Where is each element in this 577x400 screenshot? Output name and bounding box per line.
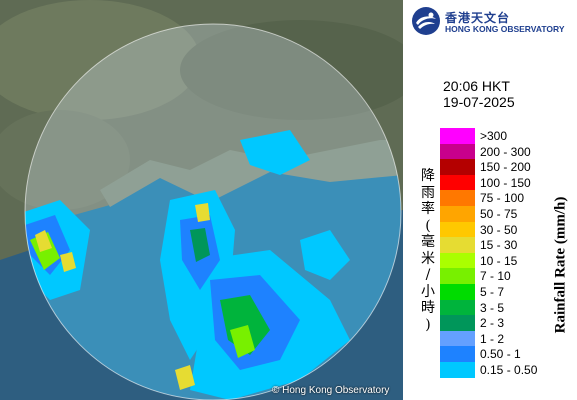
- legend-label: 0.15 - 0.50: [480, 362, 538, 377]
- legend-title-zh-char: 小: [421, 283, 435, 300]
- legend-row: 3 - 5: [440, 299, 577, 316]
- legend-label: 1 - 2: [480, 331, 505, 346]
- legend-row: 75 - 100: [440, 190, 577, 206]
- legend-row: 0.15 - 0.50: [440, 361, 577, 378]
- land-terrain: [180, 20, 403, 120]
- rain-echo-light: [240, 130, 310, 175]
- legend-title-zh-char: (: [425, 217, 431, 234]
- rain-echo-green: [230, 325, 255, 358]
- hko-emblem-icon: [412, 7, 440, 35]
- observation-time: 20:06 HKT: [443, 78, 510, 94]
- radar-range-ring: [24, 23, 402, 400]
- legend-label: 10 - 15: [480, 253, 518, 268]
- legend-swatch: [440, 268, 475, 284]
- rain-echo-yellow: [175, 365, 195, 390]
- legend-label: 2 - 3: [480, 316, 505, 331]
- legend-swatch: [440, 361, 475, 378]
- legend-row: 5 - 7: [440, 283, 577, 300]
- hko-logo: 香港天文台 HONG KONG OBSERVATORY: [411, 6, 575, 36]
- legend-label: 75 - 100: [480, 191, 525, 206]
- legend-swatch: [440, 315, 475, 331]
- legend-swatch: [440, 237, 475, 253]
- radar-inner: [25, 130, 401, 400]
- legend-swatch: [440, 143, 475, 160]
- legend-swatch: [440, 221, 475, 238]
- land-terrain: [0, 0, 200, 120]
- legend-row: 0.50 - 1: [440, 346, 577, 362]
- legend-label: 150 - 200: [480, 160, 531, 175]
- legend-title-zh-char: 米: [421, 250, 435, 267]
- legend-row: 7 - 10: [440, 268, 577, 284]
- legend-row: 100 - 150: [440, 174, 577, 191]
- legend-label: >300: [480, 129, 508, 143]
- legend-title-zh-char: 率: [421, 201, 435, 217]
- legend-label: 200 - 300: [480, 144, 531, 159]
- legend-title-zh-char: 時: [421, 300, 435, 316]
- legend-swatch: [440, 283, 475, 300]
- radar-map-canvas: [0, 0, 403, 400]
- legend-row: 2 - 3: [440, 315, 577, 331]
- legend-swatch: [440, 159, 475, 175]
- rain-echo-yellow: [195, 203, 210, 222]
- rain-echo-yellow: [35, 230, 52, 252]
- legend-label: 3 - 5: [480, 300, 505, 315]
- legend-swatch: [440, 205, 475, 222]
- legend-label: 15 - 30: [480, 238, 518, 253]
- legend-swatch: [440, 174, 475, 191]
- legend-row: 1 - 2: [440, 330, 577, 347]
- legend-swatch: [440, 128, 475, 144]
- legend-swatch: [440, 252, 475, 269]
- rain-echo-green: [220, 295, 270, 355]
- rain-echo-light: [300, 230, 350, 280]
- legend-label: 50 - 75: [480, 206, 518, 221]
- legend-title-zh-char: 毫: [421, 234, 435, 250]
- info-panel: 香港天文台 HONG KONG OBSERVATORY 20:06 HKT 19…: [403, 0, 577, 400]
- legend-row: 30 - 50: [440, 221, 577, 238]
- copyright-text: © Hong Kong Observatory: [272, 385, 390, 396]
- legend-swatch: [440, 330, 475, 347]
- legend-title-zh-char: ): [425, 316, 431, 333]
- legend-row: 200 - 300: [440, 143, 577, 160]
- rainfall-legend: >300 200 - 300 150 - 200 100 - 150 75 - 100 5…: [440, 128, 577, 378]
- coastal-land: [100, 140, 401, 207]
- legend-title-zh-char: 降: [421, 168, 435, 184]
- rain-echo-yellow: [60, 252, 76, 272]
- legend-swatch: [440, 190, 475, 206]
- legend-swatch: [440, 346, 475, 362]
- legend-label: 7 - 10: [480, 269, 511, 284]
- org-name-zh: 香港天文台: [445, 11, 511, 25]
- legend-row: 10 - 15: [440, 252, 577, 269]
- legend-label: 0.50 - 1: [480, 347, 521, 362]
- observation-date: 19-07-2025: [443, 94, 515, 110]
- land-terrain: [0, 110, 130, 210]
- legend-row: 150 - 200: [440, 159, 577, 175]
- legend-swatch: [440, 299, 475, 316]
- legend-row: >300: [440, 128, 577, 144]
- legend-title-zh: 降雨率(毫米 / 小時): [417, 168, 439, 333]
- legend-label: 30 - 50: [480, 222, 518, 237]
- legend-title-zh-char: 雨: [421, 184, 435, 201]
- legend-title-zh-char: /: [425, 267, 431, 283]
- legend-row: 50 - 75: [440, 205, 577, 222]
- legend-row: 15 - 30: [440, 237, 577, 253]
- rain-echo-green: [190, 228, 210, 262]
- org-name-en: HONG KONG OBSERVATORY: [445, 24, 565, 34]
- radar-map[interactable]: © Hong Kong Observatory: [0, 0, 403, 400]
- legend-label: 5 - 7: [480, 284, 505, 299]
- legend-label: 100 - 150: [480, 175, 531, 190]
